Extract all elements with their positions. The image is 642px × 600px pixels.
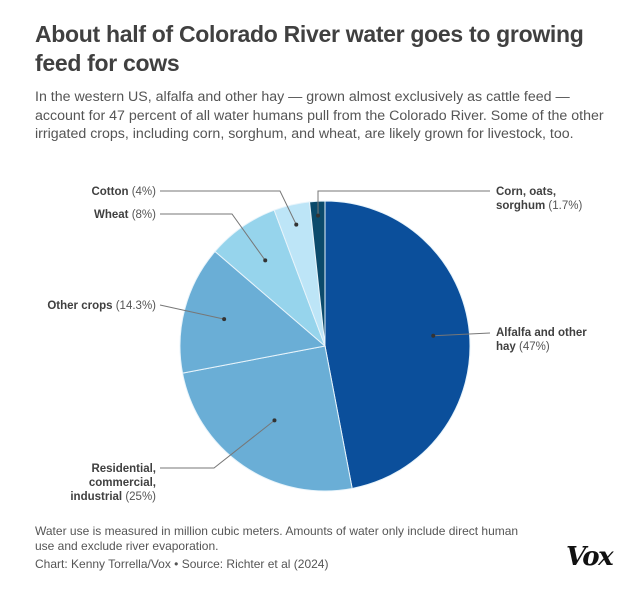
slice-label-name: Other crops (47, 300, 112, 312)
slice-labels: Alfalfa and other hay (47%) Residential, co… (47, 186, 587, 503)
leader-dot (431, 333, 436, 338)
slice-label: Alfalfa and other hay (47%) (496, 327, 587, 353)
slice-label-name: Cotton (91, 186, 128, 198)
chart-title: About half of Colorado River water goes … (35, 21, 584, 76)
leader-line (433, 332, 491, 337)
footnote: Water use is measured in million cubic m… (35, 524, 519, 553)
slice-label-name: commercial, (89, 477, 156, 489)
source-credit: Chart: Kenny Torrella/Vox • Source: Rich… (35, 557, 329, 571)
leader-dot (294, 222, 299, 227)
leader-line (159, 304, 225, 320)
slice-label: Other crops (14.3%) (47, 300, 156, 312)
slice-label-name: Alfalfa and other (496, 327, 587, 339)
slice-label-name: industrial (70, 491, 122, 503)
slice-label: Wheat (8%) (94, 209, 156, 221)
slice-label-name: Residential, (91, 463, 156, 475)
slice-label-percent: (47%) (516, 341, 550, 353)
slice-label-percent: (1.7%) (545, 200, 582, 212)
slice-label-name: sorghum (496, 200, 545, 212)
slice-label: Corn, oats, sorghum (1.7%) (496, 186, 582, 212)
pie-slice-other-crops (179, 250, 327, 374)
slice-label-percent: (4%) (129, 186, 157, 198)
slice-label: Cotton (4%) (91, 186, 156, 198)
slice-label-name: hay (496, 341, 516, 353)
leader-dot (222, 317, 227, 322)
slice-label-name: Corn, oats, (496, 186, 556, 198)
pie-slices (179, 200, 471, 492)
pie-slice-corn-oats-sorghum (308, 200, 326, 347)
slice-label-percent: (8%) (129, 209, 157, 221)
leader-line (160, 213, 266, 261)
pie-slice-alfalfa-and-other-hay (324, 200, 471, 490)
leader-dot (263, 258, 268, 263)
chart-subtitle: In the western US, alfalfa and other hay… (35, 89, 604, 142)
leader-line (317, 190, 490, 216)
leader-lines (159, 190, 491, 469)
leader-line (160, 190, 297, 225)
slice-label-name: Wheat (94, 209, 129, 221)
leader-line (160, 419, 275, 469)
leader-dot (272, 418, 277, 423)
slice-label: Residential, commercial, industrial (25%) (70, 463, 156, 503)
vox-logo: Vox (566, 542, 614, 572)
slice-label-percent: (25%) (122, 491, 156, 503)
slice-label-percent: (14.3%) (113, 300, 157, 312)
pie-slice-residential-commercial-industrial (181, 345, 353, 492)
leader-dot (316, 213, 321, 218)
